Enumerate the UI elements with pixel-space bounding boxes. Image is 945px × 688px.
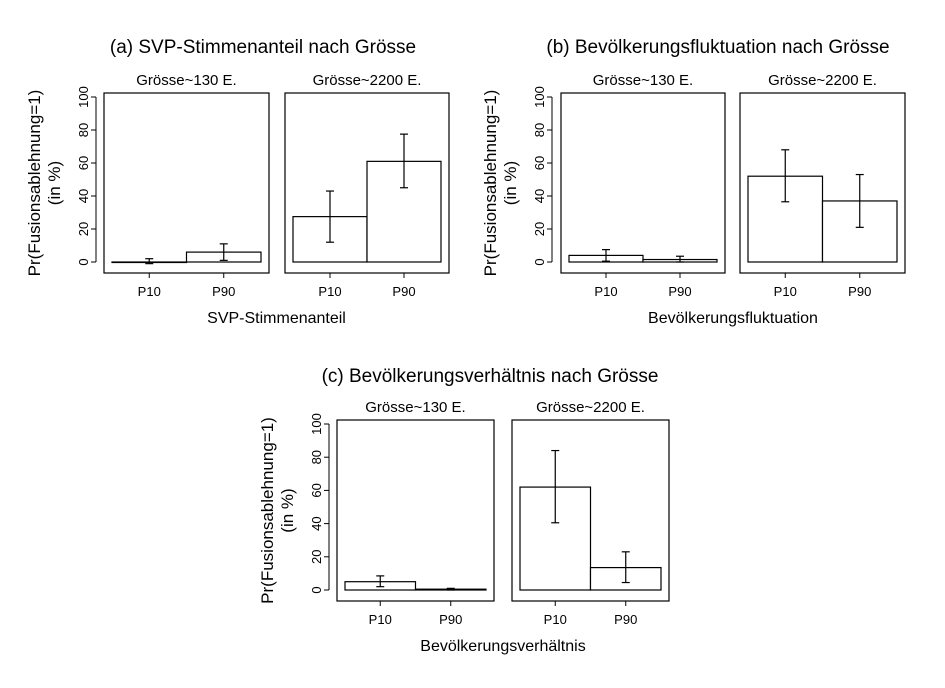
- y-tick-label: 0: [76, 258, 91, 265]
- x-tick-label: P10: [774, 284, 797, 299]
- chart-title: (a) SVP-Stimmenanteil nach Grösse: [110, 37, 416, 58]
- x-tick-label: P10: [138, 284, 161, 299]
- chart-title: (b) Bevölkerungsfluktuation nach Grösse: [546, 37, 889, 58]
- y-tick-label: 20: [76, 222, 91, 236]
- x-tick-label: P90: [439, 612, 462, 627]
- panel-frame: [103, 92, 270, 274]
- x-tick-label: P10: [369, 612, 392, 627]
- panel-title: Grösse~2200 E.: [313, 72, 422, 89]
- y-axis-label: Pr(Fusionsablehnung=1): [481, 90, 500, 277]
- y-tick-label: 100: [76, 86, 91, 108]
- x-tick-label: P90: [848, 284, 871, 299]
- panel-title: Grösse~130 E.: [593, 72, 693, 89]
- chart-0: (a) SVP-Stimmenanteil nach Grösse 0 20 40 60…: [25, 37, 450, 327]
- panel-title: Grösse~130 E.: [365, 399, 465, 416]
- y-axis-label: Pr(Fusionsablehnung=1): [258, 417, 277, 604]
- y-tick-label: 0: [309, 586, 324, 593]
- y-tick-label: 60: [532, 156, 547, 170]
- y-tick-label: 100: [309, 413, 324, 435]
- chart-title: (c) Bevölkerungsverhältnis nach Grösse: [322, 366, 659, 387]
- panel-1: Grösse~2200 E. P10 P90: [511, 399, 670, 627]
- panel-title: Grösse~130 E.: [136, 72, 236, 89]
- y-axis-label: (in %): [278, 488, 297, 532]
- panel-0: Grösse~130 E. P10 P90: [560, 72, 726, 299]
- panel-0: Grösse~130 E. P10 P90: [103, 72, 270, 299]
- panel-0: Grösse~130 E. P10 P90: [336, 399, 495, 627]
- y-tick-label: 20: [309, 550, 324, 564]
- y-axis-label: Pr(Fusionsablehnung=1): [25, 90, 44, 277]
- y-tick-label: 80: [532, 123, 547, 137]
- x-axis-label: Bevölkerungsfluktuation: [648, 310, 818, 327]
- panel-1: Grösse~2200 E. P10 P90: [284, 72, 450, 299]
- x-axis-label: Bevölkerungsverhältnis: [420, 638, 585, 655]
- y-tick-label: 60: [309, 483, 324, 497]
- y-tick-label: 100: [532, 86, 547, 108]
- y-tick-label: 40: [532, 189, 547, 203]
- x-tick-label: P90: [614, 612, 637, 627]
- x-tick-label: P10: [544, 612, 567, 627]
- y-tick-label: 60: [76, 156, 91, 170]
- x-tick-label: P10: [318, 284, 341, 299]
- panel-1: Grösse~2200 E. P10 P90: [739, 72, 906, 299]
- panel-title: Grösse~2200 E.: [768, 72, 877, 89]
- chart-2: (c) Bevölkerungsverhältnis nach Grösse 0 2…: [258, 366, 670, 655]
- x-tick-label: P10: [594, 284, 617, 299]
- x-tick-label: P90: [668, 284, 691, 299]
- y-axis-label: (in %): [501, 161, 520, 205]
- y-tick-label: 40: [76, 189, 91, 203]
- y-tick-label: 20: [532, 222, 547, 236]
- panel-title: Grösse~2200 E.: [536, 399, 645, 416]
- x-tick-label: P90: [212, 284, 235, 299]
- y-tick-label: 0: [532, 258, 547, 265]
- y-tick-label: 80: [309, 450, 324, 464]
- y-axis-label: (in %): [45, 161, 64, 205]
- y-tick-label: 80: [76, 123, 91, 137]
- panel-frame: [560, 92, 726, 274]
- x-tick-label: P90: [392, 284, 415, 299]
- x-axis-label: SVP-Stimmenanteil: [207, 310, 346, 327]
- chart-1: (b) Bevölkerungsfluktuation nach Grösse 0…: [481, 37, 906, 327]
- panel-frame: [336, 419, 495, 602]
- y-tick-label: 40: [309, 516, 324, 530]
